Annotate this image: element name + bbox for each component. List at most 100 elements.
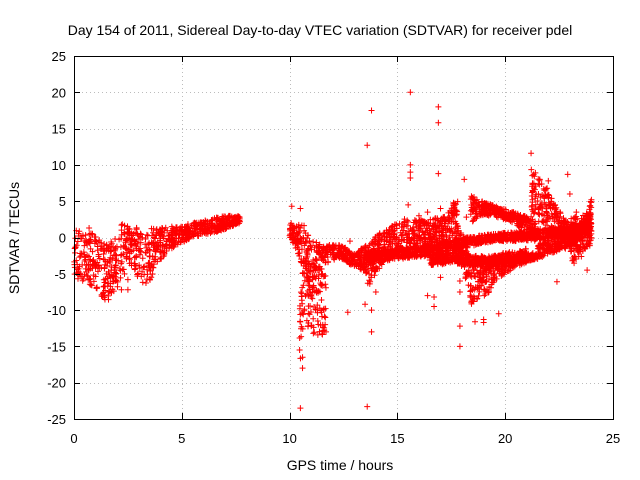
- data-point: [316, 263, 323, 270]
- data-point: [320, 257, 327, 264]
- data-point: [157, 248, 164, 255]
- data-point: [329, 247, 336, 254]
- data-point: [87, 265, 94, 272]
- data-point: [169, 232, 176, 239]
- data-point: [142, 236, 149, 243]
- data-point: [113, 257, 120, 264]
- data-point: [368, 267, 375, 274]
- data-point: [425, 232, 432, 239]
- data-point: [319, 327, 326, 334]
- data-point: [306, 238, 313, 245]
- data-point: [330, 255, 337, 262]
- data-point: [90, 272, 97, 279]
- data-point: [376, 231, 383, 238]
- data-point: [118, 222, 125, 229]
- data-point: [234, 220, 241, 227]
- data-point: [389, 228, 396, 235]
- data-point: [140, 264, 147, 271]
- data-point: [436, 228, 443, 235]
- data-point: [310, 315, 317, 322]
- data-point: [297, 289, 304, 296]
- data-point: [132, 229, 139, 236]
- data-point: [308, 323, 315, 330]
- data-point: [389, 223, 396, 230]
- data-point: [118, 231, 125, 238]
- data-point: [182, 227, 189, 234]
- data-point: [445, 216, 452, 223]
- data-point: [97, 239, 104, 246]
- data-point: [298, 235, 305, 242]
- data-point: [128, 248, 135, 255]
- data-point: [143, 249, 150, 256]
- data-point: [94, 263, 101, 270]
- data-point: [312, 275, 319, 282]
- data-point: [156, 226, 163, 233]
- data-point: [316, 288, 323, 295]
- data-point: [102, 287, 109, 294]
- data-point: [315, 321, 322, 328]
- data-point: [134, 273, 141, 280]
- data-point: [109, 286, 116, 293]
- data-point: [290, 239, 297, 246]
- data-point: [299, 325, 306, 332]
- data-point: [310, 330, 317, 337]
- data-point: [319, 282, 326, 289]
- data-point: [79, 277, 86, 284]
- data-point: [99, 293, 106, 300]
- data-point: [307, 243, 314, 250]
- data-point: [454, 198, 461, 205]
- data-point: [149, 253, 156, 260]
- data-point: [118, 260, 125, 267]
- data-point: [381, 238, 388, 245]
- data-point: [305, 232, 312, 239]
- data-point: [135, 270, 142, 277]
- data-point: [300, 311, 307, 318]
- data-point: [403, 223, 410, 230]
- data-point: [107, 259, 114, 266]
- data-point: [307, 242, 314, 249]
- data-point: [150, 229, 157, 236]
- data-point: [310, 238, 317, 245]
- data-point: [297, 318, 304, 325]
- data-point: [112, 277, 119, 284]
- data-point: [220, 219, 227, 226]
- data-point: [112, 262, 119, 269]
- data-point: [204, 218, 211, 225]
- data-point: [356, 260, 363, 267]
- data-point: [82, 232, 89, 239]
- data-point: [91, 240, 98, 247]
- data-point: [151, 242, 158, 249]
- data-point: [112, 269, 119, 276]
- data-point: [102, 275, 109, 282]
- data-point: [357, 255, 364, 262]
- data-point: [197, 225, 204, 232]
- data-point: [450, 219, 457, 226]
- data-point: [322, 305, 329, 312]
- data-point: [299, 270, 306, 277]
- data-point: [322, 284, 329, 291]
- data-point: [338, 243, 345, 250]
- data-point: [451, 204, 458, 211]
- data-point: [76, 228, 83, 235]
- data-point: [354, 251, 361, 258]
- data-point: [300, 255, 307, 262]
- data-point: [315, 249, 322, 256]
- data-point: [305, 292, 312, 299]
- data-point: [333, 251, 340, 258]
- data-point: [312, 266, 319, 273]
- data-point: [112, 245, 119, 252]
- data-point: [78, 250, 85, 257]
- data-point: [89, 231, 96, 238]
- data-point: [160, 233, 167, 240]
- data-point: [81, 258, 88, 265]
- data-point: [139, 268, 146, 275]
- data-point: [396, 220, 403, 227]
- data-point: [438, 232, 445, 239]
- data-point: [166, 243, 173, 250]
- data-point: [319, 271, 326, 278]
- data-point: [157, 249, 164, 256]
- data-point: [125, 230, 132, 237]
- data-point: [133, 253, 140, 260]
- data-point: [129, 232, 136, 239]
- data-point: [371, 268, 378, 275]
